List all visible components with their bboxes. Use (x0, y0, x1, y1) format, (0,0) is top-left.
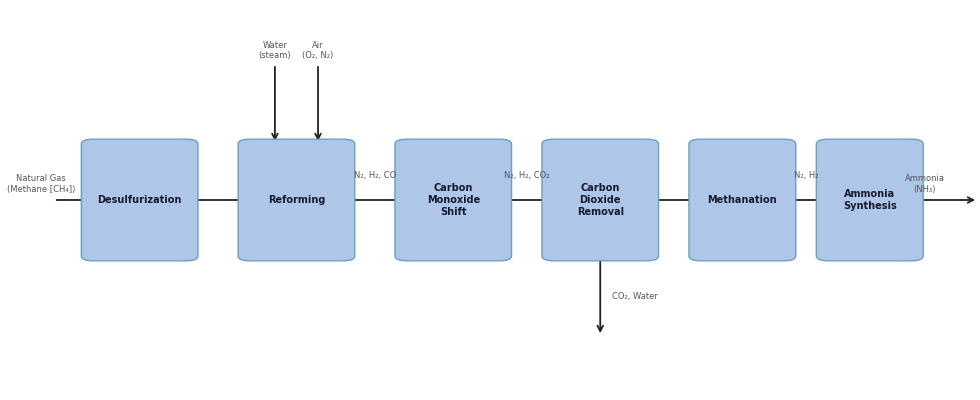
FancyBboxPatch shape (238, 139, 355, 261)
Text: CO₂, Water: CO₂, Water (612, 292, 658, 300)
FancyBboxPatch shape (816, 139, 923, 261)
FancyBboxPatch shape (395, 139, 512, 261)
Text: Desulfurization: Desulfurization (97, 195, 182, 205)
Text: N₂, H₂, CO: N₂, H₂, CO (354, 171, 396, 180)
Text: Water
(steam): Water (steam) (259, 40, 291, 60)
Text: Methanation: Methanation (708, 195, 777, 205)
Text: Air
(O₂, N₂): Air (O₂, N₂) (303, 40, 333, 60)
Text: N₂, H₂, CO₂: N₂, H₂, CO₂ (504, 171, 550, 180)
Text: Reforming: Reforming (268, 195, 325, 205)
Text: Carbon
Dioxide
Removal: Carbon Dioxide Removal (576, 182, 624, 218)
Text: Natural Gas
(Methane [CH₄]): Natural Gas (Methane [CH₄]) (7, 174, 75, 194)
Text: Carbon
Monoxide
Shift: Carbon Monoxide Shift (426, 182, 480, 218)
FancyBboxPatch shape (689, 139, 796, 261)
Text: Ammonia
(NH₃): Ammonia (NH₃) (905, 174, 945, 194)
FancyBboxPatch shape (542, 139, 659, 261)
FancyBboxPatch shape (81, 139, 198, 261)
Text: N₂, H₂: N₂, H₂ (794, 171, 818, 180)
Text: Ammonia
Synthesis: Ammonia Synthesis (843, 189, 897, 211)
